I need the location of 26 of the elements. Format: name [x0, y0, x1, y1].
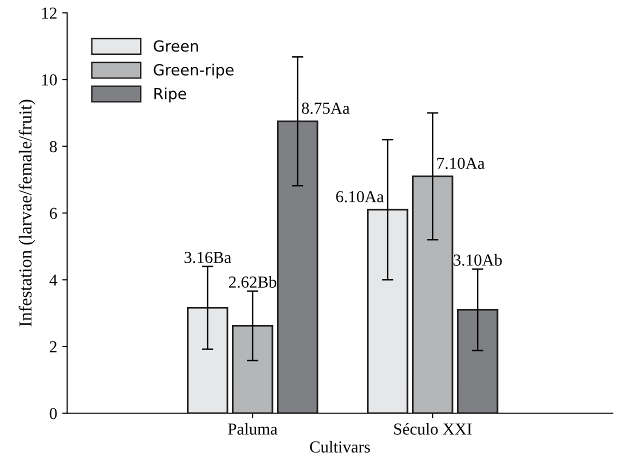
data-label: 7.10Aa: [437, 158, 485, 170]
y-tick-label: 6: [50, 208, 57, 219]
data-label: 3.10Ab: [454, 254, 502, 266]
bar: [412, 175, 454, 414]
x-tick-label: Século XXI: [394, 422, 472, 435]
y-tick-label: 4: [49, 274, 58, 286]
y-tick-label: 0: [50, 408, 57, 420]
data-label: 8.75Aa: [302, 102, 350, 114]
y-tick-label: 2: [50, 341, 57, 352]
data-label: 2.62Bb: [229, 276, 276, 288]
data-label: 3.16Ba: [184, 252, 232, 264]
legend-label: Green: [154, 40, 198, 52]
bar: [276, 120, 318, 414]
bar: [232, 324, 274, 414]
bar: [186, 306, 228, 414]
x-tick-label: Paluma: [228, 422, 278, 435]
bar: [366, 208, 408, 414]
legend-label: Green-ripe: [154, 64, 234, 79]
y-tick-label: 12: [42, 8, 57, 19]
y-tick-label: 8: [50, 141, 57, 152]
y-axis-title: Infestation (larvae/female/fruit): [18, 100, 36, 326]
data-label: 6.10Aa: [336, 191, 384, 202]
x-axis-title: Cultivars: [310, 440, 370, 453]
legend-label: Ripe: [154, 88, 186, 102]
y-tick-label: 10: [42, 74, 57, 86]
bar: [457, 308, 498, 414]
